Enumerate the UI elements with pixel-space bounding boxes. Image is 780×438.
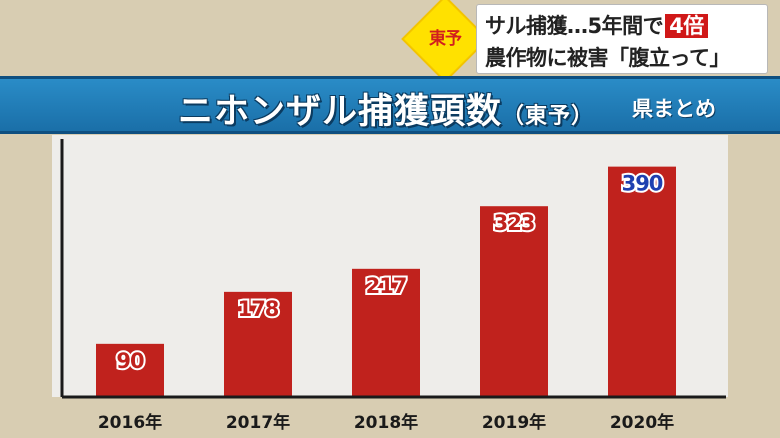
region-badge-label: 東予 (429, 29, 462, 49)
data-label: 178 (238, 297, 279, 321)
caption-line-1-text: サル捕獲…5年間で (485, 14, 664, 38)
x-tick-label: 2019年 (482, 412, 546, 433)
chart-title-main: ニホンザル捕獲頭数 (178, 92, 503, 132)
chart-title: ニホンザル捕獲頭数（東予） (178, 83, 594, 134)
caption-line-2: 農作物に被害「腹立って」 (485, 46, 730, 70)
chart-title-region: （東予） (502, 104, 595, 129)
x-tick-label: 2020年 (610, 412, 674, 433)
caption-line-1: サル捕獲…5年間で 4倍 (485, 10, 708, 40)
data-label: 323 (494, 211, 535, 235)
chart-source-note: 県まとめ (632, 97, 716, 121)
bar (608, 166, 676, 397)
caption-highlight: 4倍 (665, 14, 708, 38)
bar (224, 291, 292, 397)
caption-box: サル捕獲…5年間で 4倍 農作物に被害「腹立って」 (476, 4, 768, 74)
bar-chart: 90 2016年 178 2017年 217 2018年 323 2019年 390 2020年 (60, 139, 726, 433)
x-tick-label: 2018年 (354, 412, 418, 433)
x-tick-label: 2016年 (98, 412, 162, 433)
plot-area: 90 2016年 178 2017年 217 2018年 323 2019年 390 2020年 (52, 135, 728, 433)
data-label: 390 (622, 172, 663, 196)
data-label: 217 (366, 274, 407, 298)
bar (480, 206, 548, 397)
x-tick-label: 2017年 (226, 412, 290, 433)
title-banner: ニホンザル捕獲頭数（東予） 県まとめ (0, 76, 780, 134)
caption: 東予 サル捕獲…5年間で 4倍 農作物に被害「腹立って」 (403, 0, 780, 81)
bar (96, 343, 164, 397)
bar (352, 268, 420, 397)
data-label: 90 (116, 349, 144, 373)
